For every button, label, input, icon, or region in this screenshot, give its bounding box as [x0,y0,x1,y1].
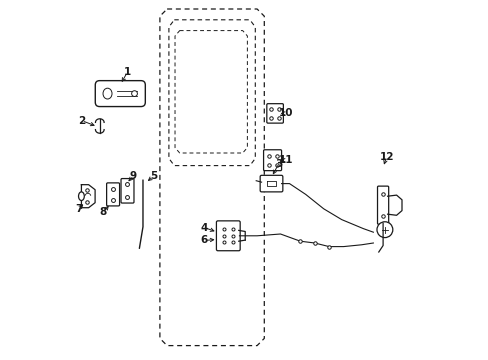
Ellipse shape [79,192,84,201]
Text: 10: 10 [278,108,292,118]
FancyBboxPatch shape [260,175,282,192]
Text: 9: 9 [129,171,136,181]
Circle shape [376,222,392,238]
Text: 4: 4 [200,222,207,233]
FancyBboxPatch shape [377,186,388,224]
Text: 6: 6 [200,235,207,246]
FancyBboxPatch shape [121,179,134,203]
Polygon shape [81,185,95,208]
FancyBboxPatch shape [95,81,145,107]
Circle shape [131,91,137,96]
FancyBboxPatch shape [216,221,240,251]
Text: 12: 12 [379,152,393,162]
Text: 1: 1 [123,67,131,77]
Text: 3: 3 [275,159,282,169]
Text: 5: 5 [149,171,157,181]
Text: 8: 8 [100,207,107,217]
Text: 7: 7 [75,204,82,214]
FancyBboxPatch shape [266,104,283,123]
FancyBboxPatch shape [106,183,120,206]
FancyBboxPatch shape [263,150,281,171]
Text: 2: 2 [78,116,85,126]
Text: 11: 11 [278,155,292,165]
Ellipse shape [103,88,112,99]
